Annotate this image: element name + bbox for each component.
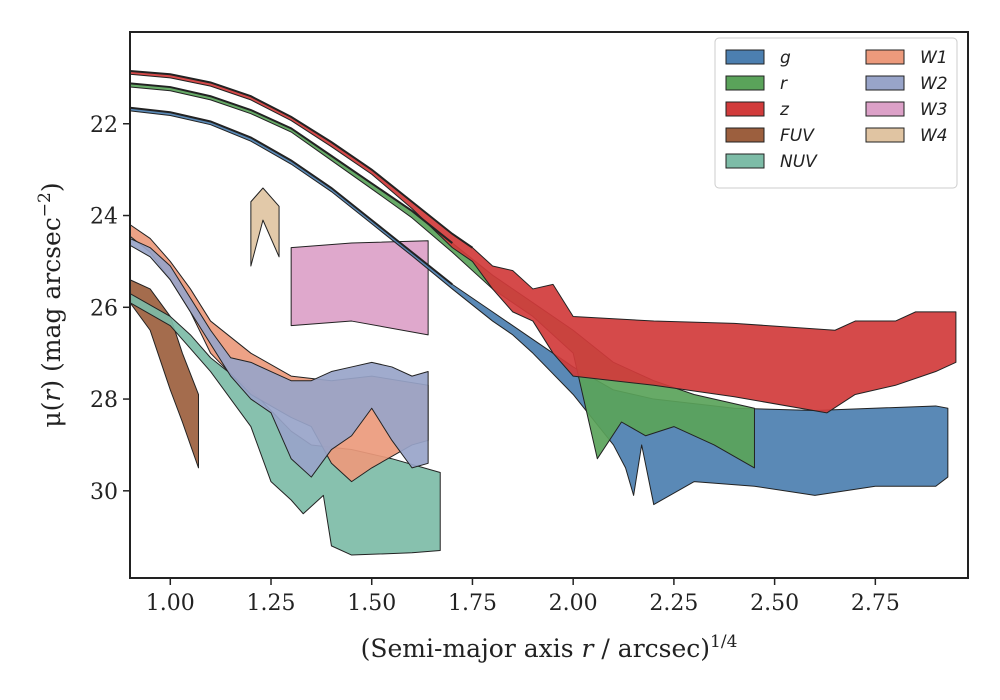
y-tick-label: 28 — [90, 388, 118, 413]
x-tick-label: 1.75 — [448, 591, 497, 616]
legend-swatch-nuv — [725, 153, 765, 169]
profile-line-r — [130, 82, 453, 244]
x-tick-label: 2.25 — [649, 591, 698, 616]
band-w3 — [290, 240, 429, 336]
legend-swatch-r — [725, 75, 765, 91]
x-axis: 1.00 1.25 1.50 1.75 2.00 2.25 2.50 2.75 — [146, 578, 900, 616]
bands-layer — [130, 70, 957, 556]
x-tick-label: 1.00 — [146, 591, 195, 616]
legend-swatch-w3 — [865, 101, 905, 117]
legend-swatch-w1 — [865, 49, 905, 65]
y-tick-label: 30 — [90, 480, 118, 505]
x-axis-label: (Semi-major axis r / arcsec)1/4 — [361, 632, 738, 663]
profile-lines-layer — [130, 70, 474, 286]
legend-swatch-g — [725, 49, 765, 65]
legend-label-w4: W4 — [920, 126, 948, 146]
band-w2 — [130, 237, 429, 478]
x-tick-label: 2.50 — [750, 591, 799, 616]
y-axis-label: μ(r) (mag arcsec−2) — [35, 182, 66, 427]
x-tick-label: 2.75 — [851, 591, 900, 616]
x-tick-label: 1.50 — [347, 591, 396, 616]
y-tick-label: 26 — [90, 296, 118, 321]
legend-swatch-w2 — [865, 75, 905, 91]
profile-line-g — [130, 106, 453, 286]
legend-label-nuv: NUV — [780, 152, 818, 172]
legend: grz FUV NUV W1 W2 W3 W4 — [714, 37, 958, 189]
legend-label-r: r — [780, 74, 788, 94]
legend-label-w2: W2 — [920, 74, 948, 94]
x-tick-label: 1.25 — [247, 591, 296, 616]
legend-swatch-z — [725, 101, 765, 117]
y-tick-label: 24 — [90, 205, 118, 230]
y-axis: 22 24 26 28 30 — [90, 113, 130, 505]
y-tick-label: 22 — [90, 113, 118, 138]
legend-label-g: g — [780, 48, 791, 68]
legend-label-w3: W3 — [920, 100, 948, 120]
legend-label-z: z — [779, 100, 790, 120]
legend-swatch-fuv — [725, 127, 765, 143]
band-w4 — [250, 187, 280, 267]
legend-swatch-w4 — [865, 127, 905, 143]
profile-line-z — [130, 70, 474, 249]
plot-frame — [129, 31, 969, 579]
x-tick-label: 2.00 — [549, 591, 598, 616]
legend-label-fuv: FUV — [780, 126, 815, 146]
legend-label-w1: W1 — [920, 48, 948, 68]
